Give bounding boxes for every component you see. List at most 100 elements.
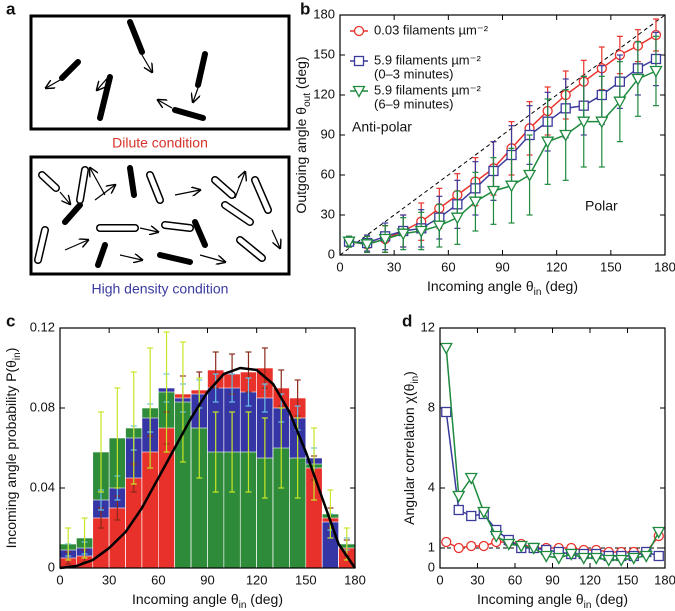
panel-label: d [402, 311, 412, 330]
y-tick-label: 30 [321, 206, 335, 221]
x-axis-label-tail: (deg) [246, 591, 283, 607]
marker [466, 510, 477, 522]
marker [614, 554, 628, 567]
marker [396, 228, 410, 241]
y-tick-label: 12 [421, 319, 435, 334]
x-axis-label: Incoming angle θin (deg) [477, 591, 628, 611]
legend-label: 5.9 filaments µm⁻² [374, 52, 481, 67]
dense-caption: High density condition [92, 281, 229, 297]
x-axis-label-text: Incoming angle θ [477, 591, 584, 607]
marker [360, 239, 374, 252]
marker [378, 233, 392, 246]
annotation: Polar [585, 198, 618, 214]
y-tick-label: 0 [428, 559, 435, 574]
marker [453, 542, 464, 554]
annotation: Anti-polar [352, 119, 412, 135]
x-tick-label: 180 [654, 259, 675, 274]
x-tick-label: 60 [441, 259, 455, 274]
marker [577, 116, 591, 129]
marker [353, 25, 365, 37]
dense-box [29, 155, 291, 276]
marker [353, 55, 365, 67]
y-axis-label: Outgoing angle θout (deg) [293, 56, 313, 213]
x-axis-label-sub: in [239, 600, 247, 611]
bar [141, 451, 159, 569]
series-line [445, 535, 660, 553]
dilute-box [29, 14, 291, 131]
marker [602, 554, 616, 567]
y-tick-label: 0.08 [30, 399, 55, 414]
marker [452, 490, 466, 503]
y-axis-label-text: Incoming angle probability P(θ [3, 360, 19, 549]
marker [539, 550, 553, 563]
x-tick-label: 180 [654, 572, 675, 587]
marker [414, 225, 428, 238]
marker [639, 550, 653, 563]
x-axis-label-tail: (deg) [591, 591, 628, 607]
x-axis-label-sub: in [534, 287, 542, 298]
marker [432, 220, 446, 233]
plot-frame [439, 327, 666, 569]
marker [504, 180, 519, 193]
legend-label: 5.9 filaments µm⁻² [374, 82, 481, 97]
y-tick-label: 8 [428, 399, 435, 414]
x-tick-label: 30 [387, 259, 401, 274]
y-axis-label-sub: in [410, 376, 421, 384]
marker [464, 472, 478, 485]
y-axis-label: Angular correlation χ(θin) [401, 371, 421, 525]
x-axis-label-text: Incoming angle θ [427, 278, 534, 294]
x-tick-label: 150 [617, 572, 639, 587]
marker [653, 550, 664, 562]
x-tick-label: 0 [336, 259, 343, 274]
x-tick-label: 30 [102, 572, 116, 587]
y-axis-label-tail: ) [3, 348, 19, 353]
dilute-caption: Dilute condition [112, 135, 208, 151]
y-tick-label: 180 [313, 6, 335, 21]
y-tick-label: 4 [428, 479, 435, 494]
y-axis-label-text: Outgoing angle θ [293, 107, 309, 214]
legend-label: 0.03 filaments µm⁻² [374, 22, 489, 37]
marker [627, 552, 641, 565]
marker [631, 73, 645, 86]
marker [559, 129, 573, 142]
marker [478, 540, 489, 552]
x-tick-label: 120 [546, 259, 568, 274]
fit-curve [59, 366, 357, 570]
x-tick-label: 90 [495, 259, 509, 274]
marker [613, 96, 627, 109]
legend-note: (6–9 minutes) [374, 96, 453, 111]
legend-note: (0–3 minutes) [374, 66, 453, 81]
panel-label: c [6, 311, 15, 330]
x-tick-label: 90 [545, 572, 559, 587]
y-tick-label: 0 [48, 559, 55, 574]
y-axis-label-sub: in [12, 352, 23, 360]
marker [522, 169, 537, 182]
x-tick-label: 0 [436, 572, 443, 587]
x-axis-label-tail: (deg) [541, 278, 578, 294]
marker [541, 136, 555, 149]
marker [649, 65, 663, 78]
y-tick-label: 150 [313, 46, 335, 61]
y-tick-label: 60 [321, 166, 335, 181]
y-axis-label-tail: ) [401, 371, 417, 376]
x-tick-label: 150 [600, 259, 622, 274]
marker [652, 526, 666, 539]
x-tick-label: 30 [470, 572, 484, 587]
y-tick-label: 90 [321, 126, 335, 141]
x-tick-label: 120 [579, 572, 601, 587]
x-axis-label: Incoming angle θin (deg) [132, 591, 283, 611]
y-tick-label: 120 [313, 86, 335, 101]
marker [441, 406, 452, 418]
series-line [445, 347, 660, 561]
marker [441, 536, 452, 548]
marker [486, 185, 501, 198]
x-tick-label: 120 [246, 572, 268, 587]
marker [527, 542, 541, 555]
marker [552, 552, 566, 565]
marker [564, 548, 578, 561]
x-tick-label: 180 [344, 572, 366, 587]
y-axis-label-text: Angular correlation χ(θ [401, 383, 417, 524]
marker [352, 85, 366, 98]
marker [489, 530, 503, 543]
